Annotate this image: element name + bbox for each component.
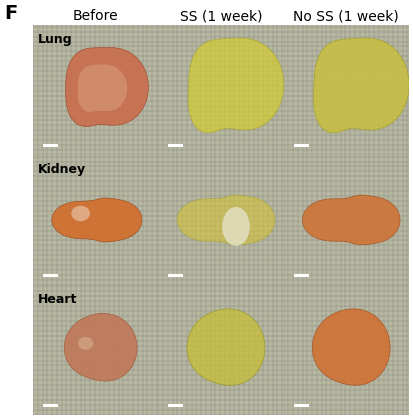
Ellipse shape	[222, 207, 250, 246]
Text: Heart: Heart	[38, 293, 77, 306]
Bar	[43, 274, 58, 277]
Bar	[294, 404, 309, 407]
Polygon shape	[188, 38, 284, 133]
Polygon shape	[313, 38, 409, 133]
Bar	[169, 404, 183, 407]
Bar	[169, 144, 183, 147]
Text: Lung: Lung	[38, 33, 73, 46]
Bar	[169, 274, 183, 277]
Polygon shape	[78, 65, 127, 112]
Polygon shape	[312, 309, 390, 385]
Polygon shape	[66, 47, 148, 127]
Ellipse shape	[71, 206, 90, 221]
Bar	[294, 144, 309, 147]
Text: Kidney: Kidney	[38, 163, 86, 176]
Ellipse shape	[78, 337, 93, 350]
Text: SS (1 week): SS (1 week)	[180, 9, 262, 23]
Text: No SS (1 week): No SS (1 week)	[293, 9, 399, 23]
Polygon shape	[302, 195, 400, 245]
Polygon shape	[64, 313, 137, 381]
Text: Before: Before	[73, 9, 119, 23]
Bar	[294, 274, 309, 277]
Polygon shape	[177, 195, 275, 245]
Text: F: F	[4, 4, 17, 23]
Bar	[43, 144, 58, 147]
Polygon shape	[187, 309, 265, 385]
Polygon shape	[52, 198, 142, 242]
Bar	[43, 404, 58, 407]
